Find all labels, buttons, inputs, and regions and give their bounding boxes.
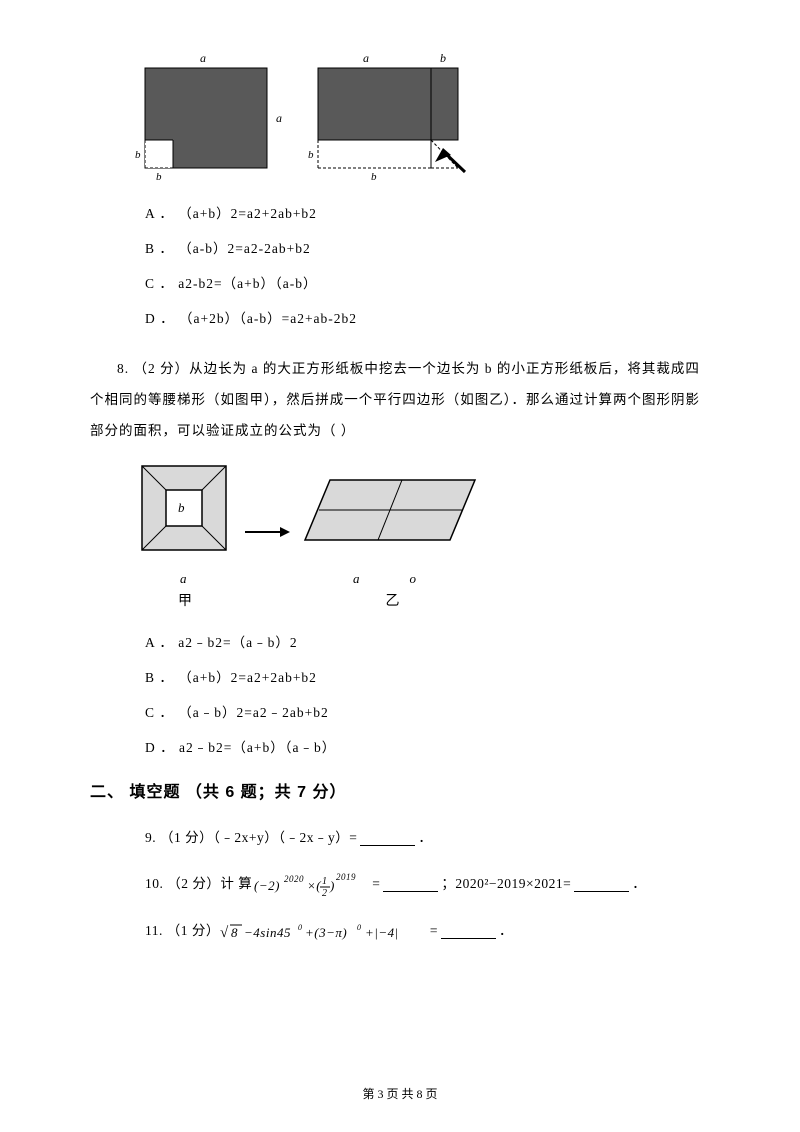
q11-expr: √ 8 −4sin45 0 +(3−π) 0 +|−4| <box>220 920 430 944</box>
svg-text:b: b <box>156 171 162 183</box>
q10-post2: = <box>563 873 571 896</box>
q7-option-a: A ． （a+b）2=a2+2ab+b2 <box>145 203 710 226</box>
q8-fig-jia: b <box>130 460 240 560</box>
q8-text: 8. （2 分）从边长为 a 的大正方形纸板中挖去一个边长为 b 的小正方形纸板… <box>90 353 710 446</box>
svg-text:8: 8 <box>231 925 238 940</box>
q8-option-d: D ． a2﹣b2=（a+b）（a﹣b） <box>145 737 710 760</box>
q10-blank1 <box>383 877 438 892</box>
svg-text:×(: ×( <box>307 878 321 893</box>
svg-text:+|−4|: +|−4| <box>365 925 399 940</box>
q7-diagram: a b b a a b b b <box>130 50 710 185</box>
q9-pre: 9. （1 分）（﹣2x+y）（﹣2x﹣y）= <box>145 827 357 850</box>
q7-option-b: B ． （a-b）2=a2-2ab+b2 <box>145 238 710 261</box>
svg-text:1: 1 <box>322 876 328 887</box>
q8-option-c: C ． （a﹣b）2=a2﹣2ab+b2 <box>145 702 710 725</box>
q10-blank2 <box>574 877 629 892</box>
q9-post: ． <box>418 827 432 850</box>
q11-post: = <box>430 920 438 943</box>
svg-text:√: √ <box>220 925 229 941</box>
q10-pre: 10. （2 分）计 算 <box>145 873 252 896</box>
q10-mid: = <box>372 873 380 896</box>
q11-pre: 11. （1 分） <box>145 920 220 943</box>
section2-title: 二、 填空题 （共 6 题；共 7 分） <box>90 779 710 806</box>
svg-text:2: 2 <box>322 888 328 899</box>
svg-text:a: a <box>276 111 282 125</box>
arrow-icon <box>240 502 295 572</box>
svg-text:0: 0 <box>357 923 362 932</box>
page-footer: 第 3 页 共 8 页 <box>0 1085 800 1102</box>
svg-text:b: b <box>308 149 314 161</box>
q8-label-a-right: a <box>353 568 360 590</box>
svg-text:(−2): (−2) <box>254 878 280 893</box>
svg-text:a: a <box>200 51 206 65</box>
svg-text:b: b <box>371 171 377 183</box>
q11-end: ． <box>499 920 513 943</box>
q8-option-a: A ． a2﹣b2=（a﹣b）2 <box>145 632 710 655</box>
q7-fig-right: a b b b <box>303 50 478 185</box>
q8-fig-yi <box>295 460 490 560</box>
q9-blank <box>360 831 415 846</box>
svg-text:b: b <box>178 500 185 515</box>
svg-text:0: 0 <box>298 923 303 932</box>
svg-text:2019: 2019 <box>336 872 356 882</box>
q8-diagram: b a 甲 a o 乙 <box>130 460 710 614</box>
q11: 11. （1 分） √ 8 −4sin45 0 +(3−π) 0 +|−4| =… <box>145 920 710 944</box>
q7-option-c: C ． a2-b2=（a+b）（a-b） <box>145 273 710 296</box>
q10-expr1: (−2) 2020 ×( 1 2 ) 2019 <box>252 870 372 900</box>
q10: 10. （2 分）计 算 (−2) 2020 ×( 1 2 ) 2019 = ；… <box>145 870 710 900</box>
q8-caption-yi: 乙 <box>295 590 490 614</box>
svg-text:+(3−π): +(3−π) <box>305 925 347 940</box>
q8-option-b: B ． （a+b）2=a2+2ab+b2 <box>145 667 710 690</box>
q8-label-a-left: a <box>180 568 187 590</box>
q8-caption-jia: 甲 <box>130 590 240 614</box>
q9: 9. （1 分）（﹣2x+y）（﹣2x﹣y）= ． <box>145 827 710 850</box>
svg-text:b: b <box>440 51 446 65</box>
svg-text:−4sin45: −4sin45 <box>244 925 291 940</box>
svg-text:): ) <box>329 878 335 893</box>
q8-label-o: o <box>410 568 417 590</box>
svg-text:b: b <box>135 149 141 161</box>
page-content: a b b a a b b b A ． （a+b）2=a2+2ab+b2 <box>90 50 710 944</box>
q10-expr2: 2020²−2019×2021 <box>455 873 563 896</box>
q7-fig-left: a b b a <box>130 50 285 185</box>
svg-text:2020: 2020 <box>284 874 304 884</box>
q7-option-d: D ． （a+2b）（a-b）=a2+ab-2b2 <box>145 308 710 331</box>
q10-mid2: ； <box>441 873 455 896</box>
q10-end: ． <box>632 873 646 896</box>
svg-text:a: a <box>363 51 369 65</box>
q11-blank <box>441 924 496 939</box>
